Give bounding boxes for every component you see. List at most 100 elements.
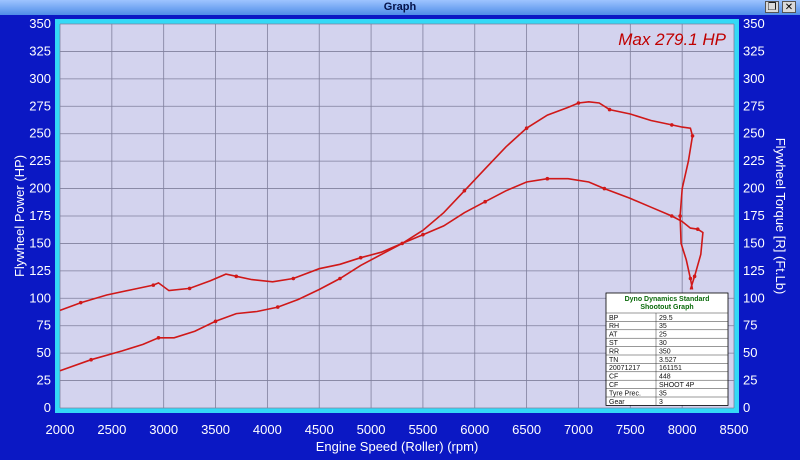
series-point-0	[156, 335, 161, 340]
series-point-1	[669, 214, 674, 218]
close-button[interactable]: ✕	[782, 1, 796, 13]
info-table-box	[605, 292, 729, 406]
info-table-header: Shootout Graph	[640, 304, 693, 311]
info-table-key: AT	[609, 332, 618, 339]
series-point-0	[275, 305, 280, 309]
y-tick-label-right: 300	[743, 71, 765, 86]
info-table-value: 448	[659, 374, 671, 381]
y-tick-label-left: 100	[29, 290, 51, 305]
info-table-value: 3.527	[659, 357, 677, 364]
x-tick-label: 8500	[720, 422, 749, 437]
series-point-1	[421, 232, 425, 237]
y-tick-label-left: 75	[37, 318, 51, 333]
info-table-value: SHOOT 4P	[659, 382, 695, 389]
y-tick-label-right: 250	[743, 126, 765, 141]
series-line-0	[59, 100, 694, 372]
y-tick-label-right: 0	[743, 400, 750, 415]
y-tick-label-left: 250	[29, 126, 51, 141]
info-table-key: BP	[609, 315, 619, 322]
info-table-key: RR	[609, 348, 619, 355]
series-point-0	[89, 357, 93, 362]
info-table-value: 3	[659, 399, 663, 406]
info-table-key: CF	[609, 374, 618, 381]
info-table-key: RH	[609, 323, 619, 330]
y-tick-label-right: 50	[743, 345, 757, 360]
info-table-value: 30	[659, 340, 667, 347]
series-point-1	[695, 227, 700, 231]
series-point-0	[690, 134, 695, 138]
x-tick-label: 3500	[201, 422, 230, 437]
series-point-0	[669, 123, 674, 127]
x-tick-label: 7500	[616, 422, 645, 437]
y-tick-label-right: 150	[743, 235, 765, 250]
y-tick-label-right: 175	[743, 208, 765, 223]
x-tick-label: 4000	[253, 422, 282, 437]
info-table-value: 25	[659, 332, 667, 339]
tick-labels: 2000 2500 3000 3500 4000 4500 50 0 0 5500 6000 6500…	[29, 16, 764, 437]
x-tick-label: 5500	[408, 422, 437, 437]
y-tick-label-left: 325	[29, 43, 51, 58]
y-tick-label-left: 125	[29, 263, 51, 278]
x-tick-label: 4500	[305, 422, 334, 437]
y-tick-label-right: 325	[743, 43, 765, 58]
x-tick-label: 3000	[149, 422, 178, 437]
restore-button[interactable]: ❐	[765, 1, 779, 13]
info-table-header: Dyno Dynamics Standard	[625, 296, 710, 303]
y-tick-label-left: 175	[29, 208, 51, 223]
max-hp-annotation: Max 279.1 HP	[618, 30, 726, 49]
info-table-value: 35	[659, 323, 667, 330]
y-tick-label-right: 25	[743, 373, 757, 388]
series-point-0	[607, 107, 612, 112]
y-axis-right-title: Flywheel Torque [R] (Ft.Lb)	[773, 138, 788, 295]
info-table-value: 29.5	[659, 315, 673, 322]
series-point-0	[462, 188, 467, 193]
y-tick-label-left: 275	[29, 98, 51, 113]
x-tick-label: 6500	[512, 422, 541, 437]
x-tick-label: 2500	[97, 422, 126, 437]
info-table-key: Gear	[609, 399, 625, 406]
info-table-value: 350	[659, 348, 671, 355]
info-table-key: ST	[609, 340, 619, 347]
series-point-1	[358, 255, 363, 260]
series-point-1	[291, 276, 296, 281]
series-group	[59, 100, 704, 372]
series-point-0	[576, 101, 581, 105]
series-point-0	[678, 214, 682, 218]
series-point-1	[187, 286, 192, 291]
x-axis-title: Engine Speed (Roller) (rpm)	[316, 439, 479, 454]
series-point-1	[151, 283, 156, 287]
chart-svg: 2000 2500 3000 3500 4000 4500 50 0 0 5500 6000 6500…	[12, 16, 788, 454]
info-table-key: 20071217	[609, 365, 640, 372]
info-table-key: TN	[609, 357, 618, 364]
series-point-1	[234, 274, 239, 279]
series-point-0	[688, 276, 693, 281]
y-tick-label-left: 150	[29, 235, 51, 250]
y-tick-label-right: 200	[743, 181, 765, 196]
series-point-1	[692, 274, 697, 279]
x-tick-label: 6000	[460, 422, 489, 437]
series-point-1	[602, 186, 607, 191]
dyno-chart: 2000 2500 3000 3500 4000 4500 50 0 0 5500 6000 6500…	[0, 15, 800, 455]
y-tick-label-left: 200	[29, 181, 51, 196]
x-tick-label: 7000	[564, 422, 593, 437]
info-table-key: CF	[609, 382, 618, 389]
y-tick-label-left: 225	[29, 153, 51, 168]
x-tick-label: 2000	[46, 422, 75, 437]
y-tick-label-right: 350	[743, 16, 765, 31]
y-tick-label-right: 275	[743, 98, 765, 113]
y-axis-left-title: Flywheel Power (HP)	[12, 155, 27, 277]
info-table-value: 35	[659, 390, 667, 397]
y-tick-label-left: 50	[37, 345, 51, 360]
series-point-1	[78, 300, 83, 305]
info-table-key: Tyre Prec.	[609, 390, 641, 397]
y-tick-label-right: 75	[743, 318, 757, 333]
series-point-0	[213, 319, 218, 324]
y-tick-label-left: 300	[29, 71, 51, 86]
y-tick-label-right: 100	[743, 290, 765, 305]
series-point-1	[483, 199, 487, 204]
series-point-0	[524, 126, 529, 131]
info-table-value: 161151	[659, 365, 682, 372]
y-tick-label-left: 0	[44, 400, 51, 415]
y-tick-label-left: 25	[37, 373, 51, 388]
